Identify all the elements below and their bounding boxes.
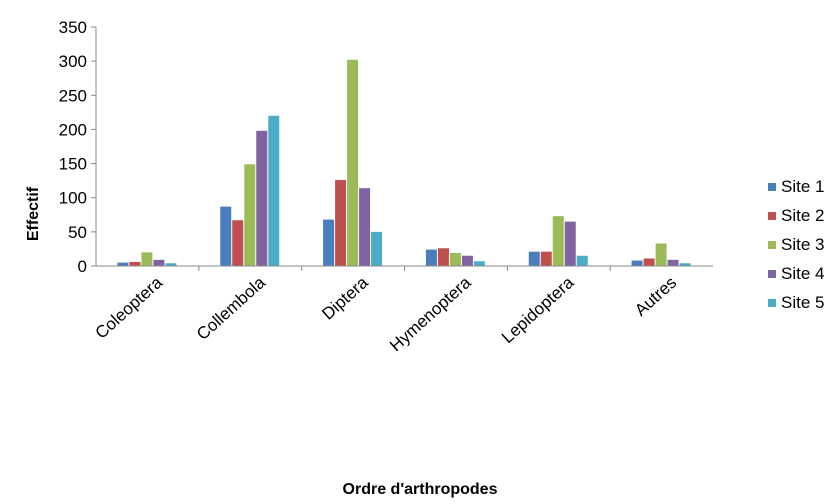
y-tick-label: 150 [59,155,87,174]
bar-coleoptera-site-5 [165,263,177,266]
x-tick-label: Coleoptera [92,272,167,342]
x-tick-label: Autres [631,273,680,320]
bar-lepidoptera-site-4 [564,221,576,266]
bar-collembola-site-3 [244,164,256,266]
bar-autres-site-2 [643,258,655,266]
y-tick-label: 100 [59,189,87,208]
bar-diptera-site-4 [359,188,371,266]
legend-label: Site 5 [781,293,824,312]
bar-diptera-site-5 [371,231,383,266]
bar-diptera-site-1 [323,219,335,266]
legend-swatch [768,183,776,191]
y-tick-label: 300 [59,52,87,71]
legend-label: Site 4 [781,264,824,283]
bar-coleoptera-site-1 [117,262,129,266]
bar-hymenoptera-site-3 [449,253,461,266]
legend-swatch [768,241,776,249]
x-tick-label: Hymenoptera [386,272,475,355]
y-tick-label: 200 [59,120,87,139]
bar-autres-site-4 [667,259,679,266]
bar-hymenoptera-site-1 [425,249,437,266]
bar-diptera-site-2 [335,179,347,266]
x-tick-label: Lepidoptera [498,272,578,347]
bar-lepidoptera-site-1 [528,251,540,266]
bar-collembola-site-4 [256,130,268,266]
bar-collembola-site-1 [220,206,232,266]
y-tick-label: 0 [78,257,87,276]
x-tick-label: Collembola [193,272,269,343]
y-tick-label: 50 [68,223,87,242]
bar-autres-site-1 [631,260,643,266]
legend-label: Site 1 [781,177,824,196]
x-tick-label: Diptera [318,272,372,323]
bar-collembola-site-2 [232,220,244,266]
bars [117,59,691,267]
legend-label: Site 2 [781,206,824,225]
bar-coleoptera-site-3 [141,252,153,266]
bar-collembola-site-5 [268,115,280,267]
legend-swatch [768,212,776,220]
bar-autres-site-5 [679,263,691,266]
bar-lepidoptera-site-3 [552,216,564,266]
bar-coleoptera-site-4 [153,259,165,266]
bar-autres-site-3 [655,243,667,266]
y-tick-label: 350 [59,18,87,37]
legend: Site 1 Site 2 Site 3 Site 4 Site 5 [768,177,824,312]
bar-hymenoptera-site-2 [437,248,449,266]
bar-lepidoptera-site-5 [576,255,588,266]
y-tick-label: 250 [59,86,87,105]
legend-swatch [768,270,776,278]
bar-hymenoptera-site-4 [461,255,473,266]
x-axis-title: Ordre d'arthropodes [343,481,498,498]
bar-hymenoptera-site-5 [473,261,485,266]
legend-swatch [768,299,776,307]
y-axis-title: Effectif [25,186,42,241]
bar-coleoptera-site-2 [129,261,141,266]
bar-lepidoptera-site-2 [540,251,552,266]
bar-diptera-site-3 [347,59,359,266]
y-axis: 0 50 100 150 200 250 300 350 [59,18,97,276]
legend-label: Site 3 [781,235,824,254]
x-axis: Coleoptera Collembola Diptera Hymenoptera Le… [92,265,713,355]
